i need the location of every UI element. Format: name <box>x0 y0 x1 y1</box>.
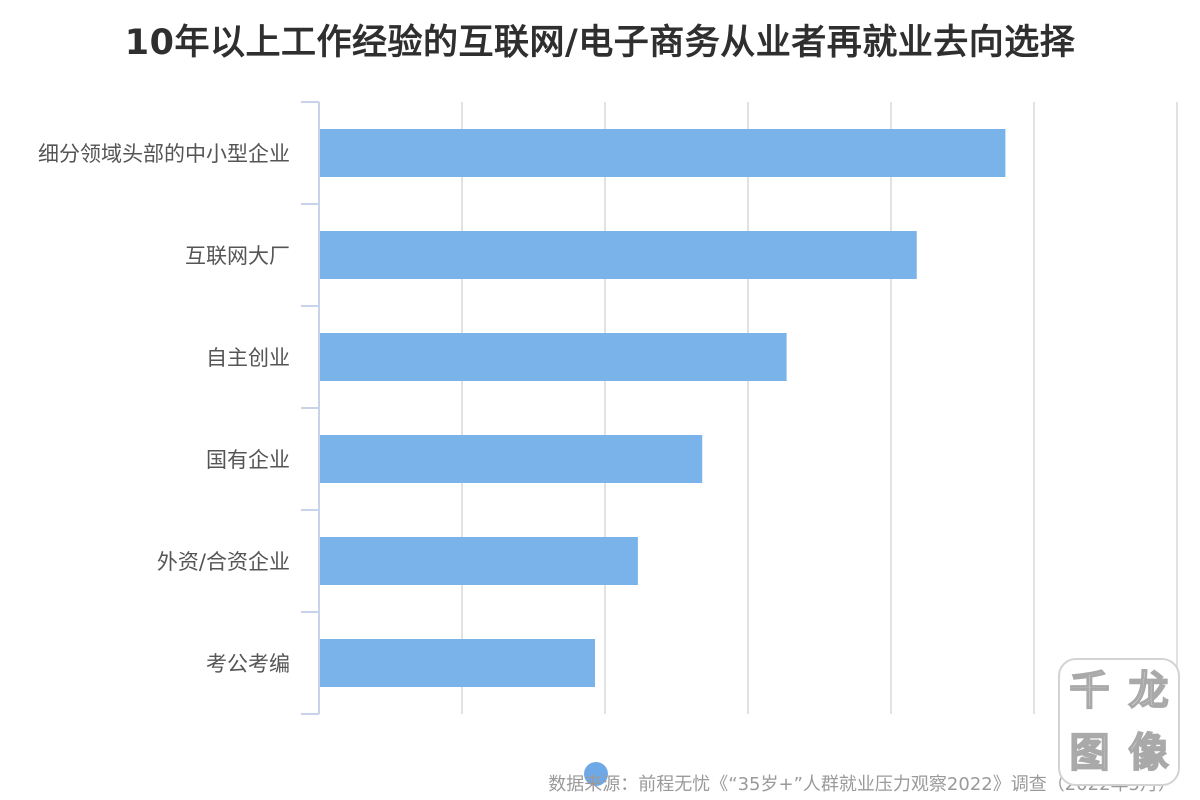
category-label: 考公考编 <box>206 652 290 676</box>
watermark-char: 千 <box>1069 668 1111 714</box>
watermark-char: 龙 <box>1128 668 1170 714</box>
watermark-char: 像 <box>1128 730 1170 776</box>
bar <box>320 333 787 381</box>
category-label: 自主创业 <box>206 346 290 370</box>
watermark-char: 图 <box>1069 730 1111 776</box>
chart-title: 10年以上工作经验的互联网/电子商务从业者再就业去向选择 <box>124 23 1076 63</box>
category-label: 外资/合资企业 <box>157 550 290 574</box>
bar <box>320 435 703 483</box>
bar <box>320 129 1006 177</box>
grid-lines <box>461 102 1178 714</box>
bar <box>320 639 595 687</box>
bar <box>320 537 638 585</box>
source-note: 数据来源：前程无忧《“35岁+”人群就业压力观察2022》调查（2022年5月） <box>548 774 1176 795</box>
bars <box>320 129 1006 687</box>
category-label: 国有企业 <box>206 448 290 472</box>
source-dot-marker <box>584 762 608 786</box>
category-label: 互联网大厂 <box>185 244 290 268</box>
bar <box>320 231 917 279</box>
watermark-logo: 千 龙 图 像 <box>1058 658 1180 786</box>
category-label: 细分领域头部的中小型企业 <box>38 142 290 166</box>
y-axis <box>301 101 320 715</box>
